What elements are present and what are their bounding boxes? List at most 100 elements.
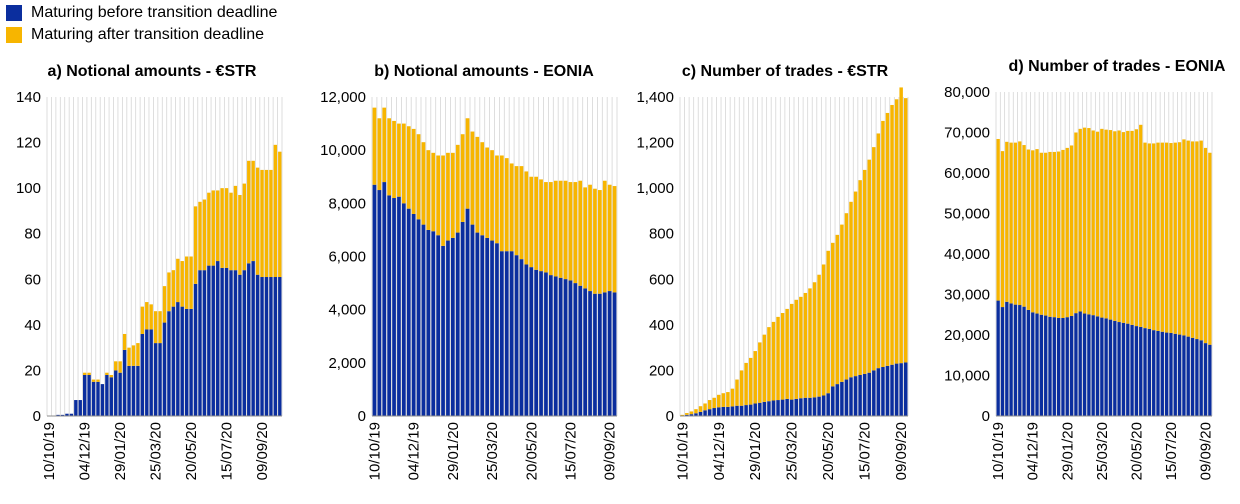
y-tick-label: 30,000 bbox=[944, 287, 990, 304]
legend-swatch-after bbox=[6, 27, 22, 43]
bar-before bbox=[698, 411, 703, 416]
bar-after bbox=[563, 180, 568, 280]
x-tick-label: 10/10/19 bbox=[41, 422, 58, 480]
bar-before bbox=[387, 195, 392, 416]
bar-after bbox=[514, 166, 519, 256]
bar-before bbox=[885, 365, 890, 416]
bar-after bbox=[470, 131, 475, 225]
bar-before bbox=[876, 368, 881, 416]
bar-after bbox=[1018, 141, 1022, 306]
bar-before bbox=[1139, 326, 1143, 416]
bar-after bbox=[758, 342, 762, 403]
bar-before bbox=[1199, 340, 1203, 416]
bar-after bbox=[553, 180, 558, 277]
bar-before bbox=[894, 363, 899, 416]
bar-after bbox=[460, 134, 465, 222]
bar-before bbox=[1121, 322, 1126, 416]
bar-after bbox=[785, 308, 789, 399]
bar-after bbox=[1126, 130, 1130, 324]
bar-before bbox=[694, 413, 698, 416]
bar-before bbox=[260, 277, 264, 416]
bar-before bbox=[416, 219, 421, 416]
bar-before bbox=[689, 414, 694, 416]
bar-before bbox=[831, 386, 835, 416]
bar-after bbox=[224, 188, 229, 268]
bar-after bbox=[171, 270, 176, 307]
x-tick-label: 15/07/20 bbox=[562, 422, 579, 480]
bar-before bbox=[812, 397, 817, 416]
bar-after bbox=[685, 413, 689, 415]
bar-after bbox=[771, 321, 776, 401]
bar-before bbox=[91, 381, 96, 416]
bar-before bbox=[105, 374, 109, 416]
bar-before bbox=[229, 270, 233, 416]
x-tick-label: 04/12/19 bbox=[711, 422, 728, 480]
bar-after bbox=[744, 362, 748, 406]
y-tick-label: 20,000 bbox=[944, 327, 990, 344]
bar-before bbox=[273, 277, 278, 416]
bar-before bbox=[495, 243, 499, 416]
bar-after bbox=[450, 152, 455, 238]
bar-before bbox=[1056, 317, 1061, 416]
bar-before bbox=[1173, 333, 1177, 416]
bar-before bbox=[744, 405, 748, 416]
y-tick-label: 1,200 bbox=[636, 135, 674, 152]
bar-after bbox=[607, 184, 612, 292]
bar-before bbox=[524, 264, 529, 416]
bar-after bbox=[597, 190, 602, 294]
bar-after bbox=[1160, 142, 1164, 332]
bar-after bbox=[867, 159, 871, 373]
bar-before bbox=[1018, 305, 1022, 416]
bar-before bbox=[840, 381, 844, 416]
bar-after bbox=[1091, 130, 1095, 316]
bar-after bbox=[372, 107, 377, 185]
bar-after bbox=[495, 155, 499, 244]
bar-before bbox=[162, 322, 167, 416]
chart-title: b) Notional amounts - EONIA bbox=[374, 63, 594, 80]
bar-before bbox=[264, 277, 269, 416]
bar-after bbox=[475, 136, 480, 233]
bar-after bbox=[377, 118, 382, 191]
y-tick-label: 6,000 bbox=[328, 249, 366, 266]
bar-before bbox=[821, 395, 826, 416]
legend-label-before: Maturing before transition deadline bbox=[31, 4, 278, 21]
bar-after bbox=[524, 171, 529, 265]
x-tick-label: 29/01/20 bbox=[1059, 422, 1076, 480]
bar-before bbox=[776, 400, 780, 416]
bar-before bbox=[1005, 301, 1009, 416]
bar-before bbox=[118, 372, 122, 416]
bar-before bbox=[717, 407, 721, 416]
bar-after bbox=[826, 250, 830, 394]
bar-after bbox=[1203, 147, 1208, 344]
y-tick-label: 40,000 bbox=[944, 246, 990, 263]
y-tick-label: 8,000 bbox=[328, 195, 366, 212]
bar-after bbox=[1134, 129, 1139, 327]
bar-before bbox=[529, 267, 534, 416]
bar-after bbox=[573, 182, 578, 284]
bar-after bbox=[455, 144, 460, 233]
bar-before bbox=[1190, 337, 1195, 416]
x-tick-label: 20/05/20 bbox=[183, 422, 200, 480]
bar-after bbox=[1139, 124, 1143, 327]
bar-after bbox=[485, 147, 490, 238]
bar-after bbox=[840, 224, 844, 382]
bar-before bbox=[397, 196, 401, 416]
bar-before bbox=[707, 409, 712, 416]
bar-before bbox=[735, 405, 739, 416]
bar-after bbox=[87, 372, 91, 375]
legend-swatch-before bbox=[6, 5, 22, 21]
bar-before bbox=[685, 414, 689, 416]
bar-before bbox=[539, 271, 543, 416]
bar-after bbox=[122, 333, 127, 350]
bar-after bbox=[145, 302, 149, 330]
legend-item-before: Maturing before transition deadline bbox=[6, 2, 277, 24]
bar-before bbox=[158, 343, 162, 416]
bar-before bbox=[862, 373, 867, 416]
bar-after bbox=[858, 180, 862, 375]
bar-after bbox=[739, 370, 744, 406]
bar-before bbox=[426, 229, 431, 416]
bar-before bbox=[1113, 320, 1117, 416]
bar-before bbox=[446, 240, 450, 416]
bar-before bbox=[1152, 330, 1156, 416]
bar-before bbox=[1164, 332, 1169, 416]
